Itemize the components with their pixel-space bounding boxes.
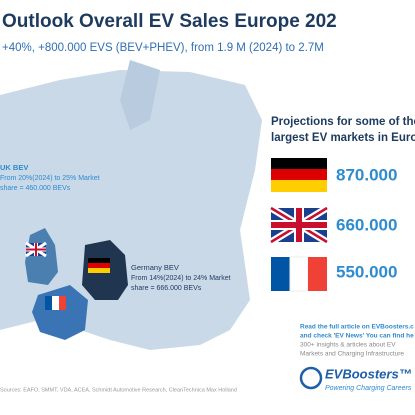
market-value: 550.000: [336, 262, 397, 281]
flag-uk: [269, 205, 329, 245]
market-value: 660.000: [336, 215, 397, 234]
article-line: and check 'EV News' You can find he: [300, 333, 414, 340]
flag-france: [271, 256, 327, 292]
market-value: 870.000: [336, 165, 397, 184]
flag-germany: [271, 158, 327, 192]
projections-heading: Projections for some of the: [271, 116, 415, 128]
germany-callout-line: From 14%(2024) to 24% Market: [131, 275, 231, 282]
article-line: Markets and Charging Infrastructure: [300, 351, 404, 358]
projections-heading: largest EV markets in Euro: [271, 132, 415, 144]
title: Outlook Overall EV Sales Europe 202: [2, 11, 337, 32]
uk-callout-line: From 20%(2024) to 25% Market: [0, 175, 100, 182]
uk-callout-title: UK BEV: [0, 163, 28, 172]
germany-callout-line: share = 666.000 BEVs: [131, 285, 202, 292]
sources: Sources: EAFO, SMMT, VDA, ACEA, Schmidt …: [0, 387, 237, 393]
logo-name: EVBoosters™: [325, 366, 412, 381]
france-callout-line: Market share = 380.000 BEVs: [0, 360, 94, 367]
europe-shape: [0, 70, 262, 350]
scandinavia: [120, 60, 160, 130]
map: [0, 60, 262, 350]
article-line: 300+ insights & articles about EV: [300, 342, 396, 349]
map-flags: [25, 241, 110, 310]
germany-callout-title: Germany BEV: [131, 263, 179, 272]
logo: EVBoosters™ Powering Charging Careers: [299, 366, 412, 392]
france-callout-line: From 17%(2024) to 22%: [0, 350, 76, 357]
subtitle: +40%, +800.000 EVS (BEV+PHEV), from 1.9 …: [2, 42, 324, 54]
uk-callout-line: share = 460.000 BEVs: [0, 185, 71, 192]
article-line: Read the full article on EVBoosters.c: [300, 324, 414, 331]
france-callout-title: France BEV: [0, 338, 40, 347]
uk-shape: [25, 228, 58, 285]
logo-tagline: Powering Charging Careers: [325, 385, 412, 392]
